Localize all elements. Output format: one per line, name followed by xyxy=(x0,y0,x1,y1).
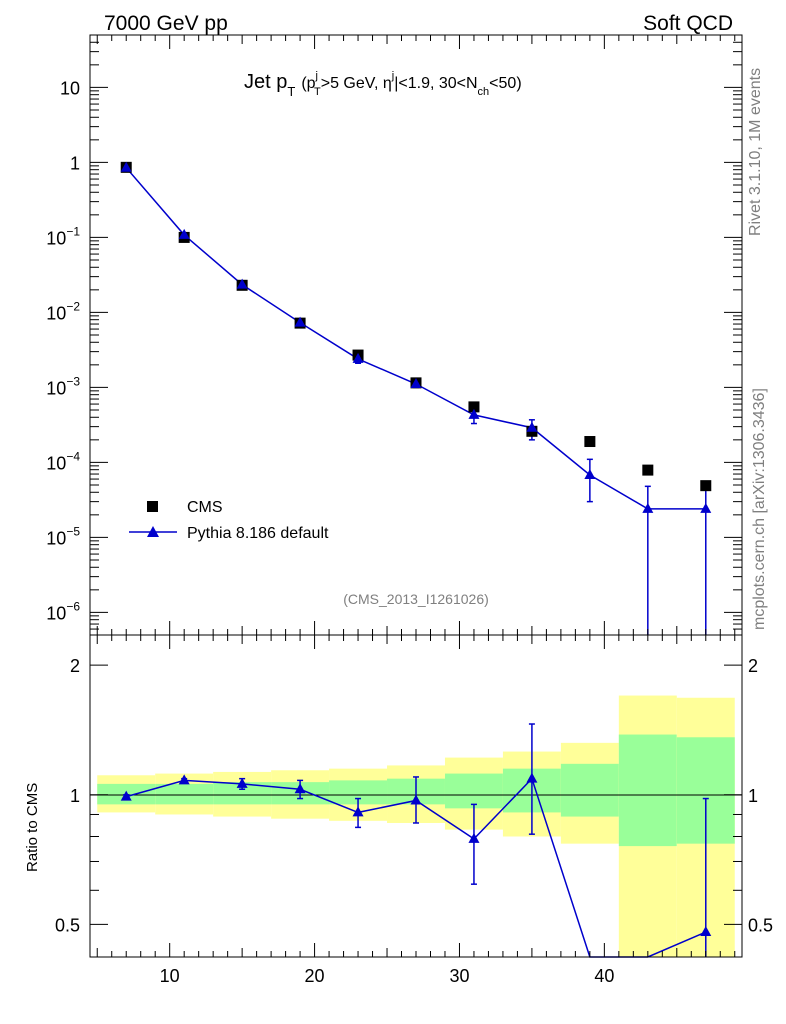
ratio-xtick-labels: 10 20 30 40 xyxy=(160,966,615,986)
x-tick-label: 30 xyxy=(449,966,469,986)
legend-cms-label: CMS xyxy=(187,499,223,516)
y-tick-label: 10−4 xyxy=(46,449,80,473)
y-tick-label-base: 10 xyxy=(60,78,80,98)
ratio-mc-point xyxy=(178,774,190,785)
y-tick-label: 10−1 xyxy=(46,224,80,248)
mc-data-point xyxy=(468,408,480,419)
mc-data-point xyxy=(584,468,596,479)
header-left: 7000 GeV pp xyxy=(104,12,228,35)
ratio-mc-point xyxy=(120,790,132,801)
y-tick-label-exponent: −1 xyxy=(66,224,80,238)
title-detail-open: (p xyxy=(301,75,315,92)
y-tick-label: 10−5 xyxy=(46,524,80,548)
y-tick-label-exponent: −4 xyxy=(66,449,80,463)
y-tick-label: 10 xyxy=(60,78,80,98)
mc-data-point xyxy=(352,352,364,363)
y-tick-label-base: 1 xyxy=(70,153,80,173)
y-tick-label: 1 xyxy=(70,153,80,173)
y-tick-label-base: 10 xyxy=(46,378,66,398)
cms-data-point xyxy=(642,464,654,476)
ratio-y-tick-label: 2 xyxy=(70,656,80,676)
ratio-mc-point xyxy=(468,832,480,843)
plot-title: Jet pT (pj T>5 GeV, ηj|<1.9, 30<Nch<50) xyxy=(244,70,522,99)
y-tick-label-base: 10 xyxy=(46,528,66,548)
legend: CMS Pythia 8.186 default xyxy=(129,499,329,542)
y-tick-label-base: 10 xyxy=(46,453,66,473)
title-main-sub: T xyxy=(287,84,295,99)
y-tick-label: 10−3 xyxy=(46,374,80,398)
y-tick-label: 10−2 xyxy=(46,299,80,323)
ratio-y-tick-label: 1 xyxy=(70,786,80,806)
ratio-mc-point xyxy=(410,794,422,805)
title-cut2: |<1.9, 30<N xyxy=(394,75,477,92)
ratio-ylabel: Ratio to CMS xyxy=(24,783,41,872)
ratio-mc-point xyxy=(294,783,306,794)
side-mcplots-label: mcplots.cern.ch [arXiv:1306.3436] xyxy=(751,388,768,630)
ratio-mc-point xyxy=(700,926,712,937)
main-plot-data xyxy=(120,161,712,635)
y-tick-label-exponent: −3 xyxy=(66,374,80,388)
title-p-sup: j xyxy=(315,70,318,82)
y-tick-label-exponent: −5 xyxy=(66,524,80,538)
ratio-band-inner xyxy=(155,783,214,805)
mc-data-point xyxy=(294,316,306,327)
title-eta: η xyxy=(383,75,392,92)
ratio-band-inner xyxy=(560,763,619,817)
main-plot-frame xyxy=(89,34,743,636)
mc-data-point xyxy=(236,278,248,289)
mc-data-point xyxy=(700,502,712,513)
title-p-sub: T xyxy=(314,86,321,98)
mc-data-point xyxy=(178,228,190,239)
ratio-bands xyxy=(97,695,735,957)
ratio-plot: 0.5 0.5 1 1 2 2 10 20 30 40 Ratio to CMS xyxy=(24,634,773,986)
cms-data-point xyxy=(468,401,480,413)
ratio-mc-point xyxy=(352,806,364,817)
ratio-band-inner xyxy=(444,773,503,809)
ratio-band-inner xyxy=(213,782,272,805)
ratio-mc-point xyxy=(236,777,248,788)
analysis-label: (CMS_2013_I1261026) xyxy=(343,591,489,607)
title-n-sub: ch xyxy=(478,86,490,98)
main-plot-ticks xyxy=(90,34,742,636)
title-cut1: >5 GeV, xyxy=(321,75,383,92)
mc-data-point xyxy=(526,421,538,432)
cms-data-point xyxy=(700,480,712,492)
ratio-y-tick-label-right: 1 xyxy=(748,786,758,806)
x-tick-label: 10 xyxy=(160,966,180,986)
y-tick-label-base: 10 xyxy=(46,228,66,248)
ratio-ytick-labels: 0.5 0.5 1 1 2 2 xyxy=(55,656,773,935)
mc-line xyxy=(125,167,706,510)
y-tick-label-base: 10 xyxy=(46,603,66,623)
ratio-ticks xyxy=(90,635,742,957)
y-tick-label-base: 10 xyxy=(46,303,66,323)
title-main: Jet p xyxy=(244,71,287,93)
legend-cms-marker xyxy=(147,501,158,512)
y-tick-label: 10−6 xyxy=(46,599,80,623)
y-tick-label-exponent: −6 xyxy=(66,599,80,613)
legend-mc-label: Pythia 8.186 default xyxy=(187,525,329,542)
ratio-data xyxy=(120,723,712,958)
ratio-band-inner xyxy=(618,734,677,847)
x-tick-label: 20 xyxy=(305,966,325,986)
x-tick-label: 40 xyxy=(594,966,614,986)
legend-mc-marker xyxy=(147,526,159,537)
mc-data-point xyxy=(410,378,422,389)
ratio-mc-point xyxy=(526,772,538,783)
ratio-y-tick-label-right: 0.5 xyxy=(748,915,773,935)
title-close: <50) xyxy=(489,75,521,92)
ratio-band-inner xyxy=(329,780,388,805)
y-tick-label-exponent: −2 xyxy=(66,299,80,313)
header-right: Soft QCD xyxy=(643,12,733,35)
mc-data-point xyxy=(120,161,132,172)
side-rivet-label: Rivet 3.1.10, 1M events xyxy=(747,68,764,236)
mc-data-point xyxy=(642,502,654,513)
ratio-y-tick-label: 0.5 xyxy=(55,915,80,935)
title-eta-sup: j xyxy=(391,70,394,82)
ratio-y-tick-label-right: 2 xyxy=(748,656,758,676)
cms-data-point xyxy=(584,436,596,448)
